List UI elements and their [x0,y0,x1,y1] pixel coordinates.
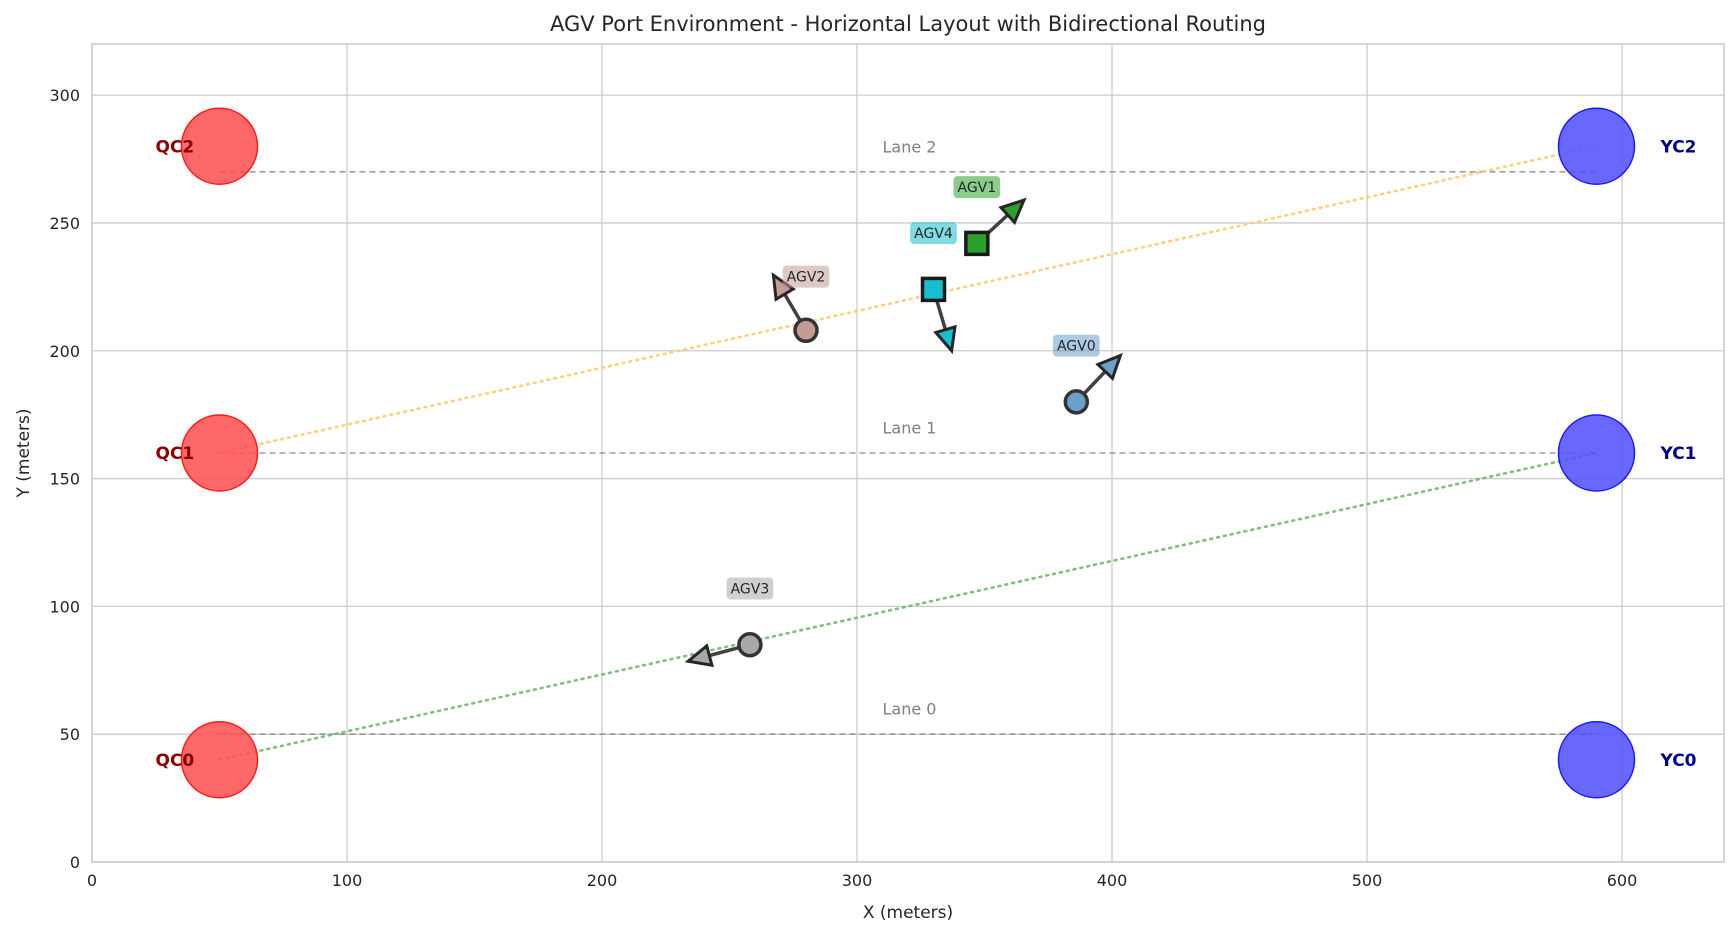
quay-crane-marker [180,721,259,799]
yard-crane-marker [1557,107,1636,185]
agv-label: AGV2 [782,265,830,288]
x-tick-label: 200 [587,871,618,890]
route-line [218,144,1598,455]
x-tick-label: 100 [332,871,363,890]
y-axis-label: Y (meters) [14,408,34,498]
y-tick-label: 200 [49,342,80,361]
agv-marker-square [920,276,947,303]
grid [91,44,1724,863]
agv-label-box [953,176,1001,199]
agv-label-box [782,265,830,288]
lane-label: Lane 2 [883,137,937,156]
routes [218,144,1598,762]
x-tick-label: 400 [1097,871,1128,890]
x-tick-label: 0 [87,871,97,890]
y-tick-label: 150 [49,470,80,489]
chart-title: AGV Port Environment - Horizontal Layout… [550,12,1266,36]
x-axis-label: X (meters) [863,903,953,923]
agv-heading-arrowhead [684,643,714,668]
x-tick-label: 500 [1352,871,1383,890]
x-tick-label: 300 [842,871,873,890]
yard-crane-marker [1557,721,1636,799]
agv-label-text: AGV4 [914,226,953,242]
agv-label: AGV3 [726,577,774,600]
y-tick-label: 300 [49,86,80,105]
agv-label-box [1052,334,1100,357]
cranes: QC0 QC1 QC2 YC0 YC1 YC2 [156,107,1697,799]
agv-marker-circle [737,631,763,658]
yard-crane-label: YC2 [1660,137,1697,157]
agv-label: AGV1 [953,176,1001,199]
agv-label-text: AGV2 [787,270,826,286]
lane-label: Lane 0 [883,700,937,719]
quay-crane-marker [180,107,259,185]
agv-heading-arrowhead [1095,352,1123,382]
y-tick-label: 0 [70,853,80,872]
yard-crane-marker [1557,414,1636,492]
agv-label-text: AGV0 [1057,339,1096,355]
agv-marker-circle [793,317,819,344]
agvs: AGV0 AGV1 AGV2 AGV3 AGV4 [684,176,1123,668]
tick-labels: 0 100 200 300 400 500 600 0 50 100 150 200 250 300 [49,86,1637,890]
quay-crane-label: QC2 [156,137,195,157]
quay-crane-marker [180,414,259,492]
y-tick-label: 50 [60,725,80,744]
agv-heading-arrowhead [998,197,1027,226]
agv-label-box [910,222,957,245]
lanes: Lane 0 Lane 1 Lane 2 [219,137,1597,735]
y-tick-label: 250 [49,214,80,233]
route-line [218,451,1598,762]
yard-crane-label: YC0 [1660,751,1697,771]
quay-crane-label: QC0 [156,751,195,771]
agv-heading-arrowhead [933,324,957,355]
agv-marker-circle [1063,389,1090,415]
y-tick-label: 100 [49,597,80,616]
agv-label: AGV4 [910,222,957,245]
agv-label-text: AGV3 [731,581,770,597]
agv-label: AGV0 [1052,334,1100,357]
agv-label-box [726,577,774,600]
agv-label-text: AGV1 [958,180,997,196]
lane-label: Lane 1 [883,418,937,437]
quay-crane-label: QC1 [156,444,195,464]
plot-frame [91,43,1725,863]
x-tick-label: 600 [1607,871,1638,890]
agv-marker-square [964,230,990,257]
yard-crane-label: YC1 [1660,444,1697,464]
